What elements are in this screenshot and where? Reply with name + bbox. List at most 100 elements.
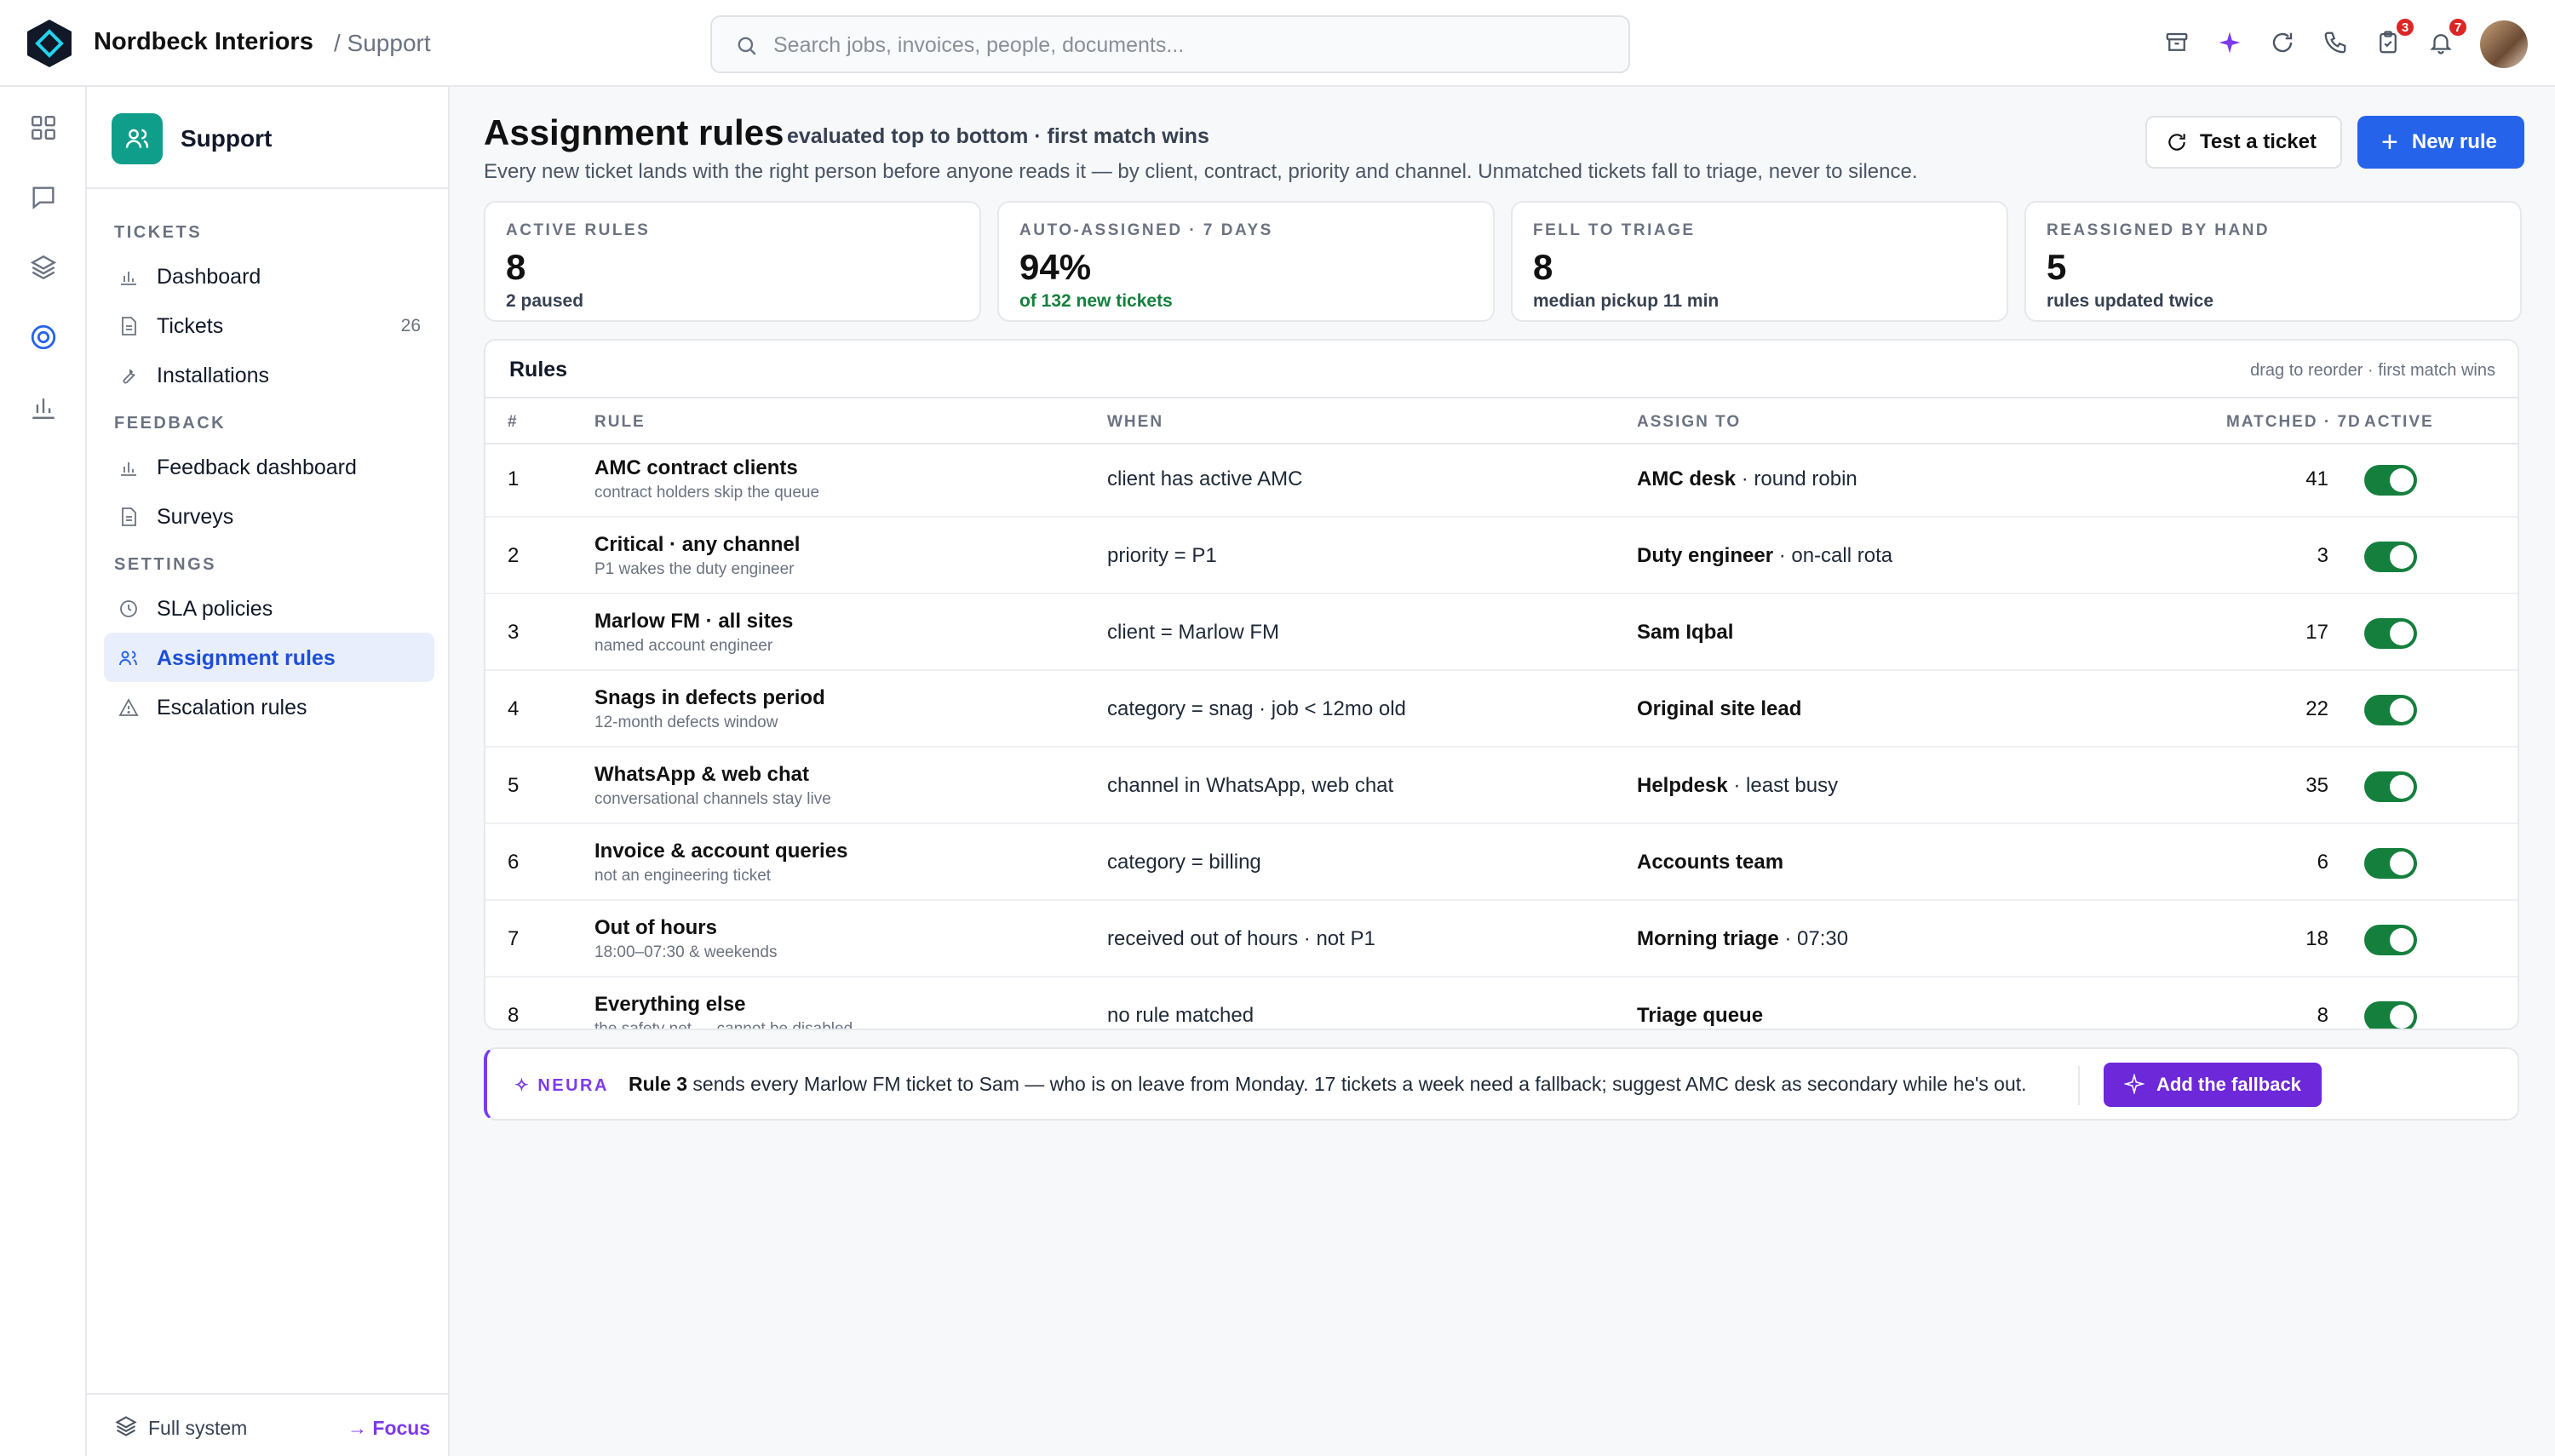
divider <box>2078 1066 2080 1105</box>
toggle-knob <box>2390 851 2414 875</box>
table-row[interactable]: 5 WhatsApp & web chat conversational chann… <box>485 751 2518 824</box>
stat-value: 94% <box>1019 247 1092 287</box>
phone-icon[interactable] <box>2318 26 2352 60</box>
analytics-icon[interactable] <box>26 390 60 424</box>
rule-active-toggle[interactable] <box>2364 925 2417 955</box>
rule-active-toggle[interactable] <box>2364 771 2417 802</box>
sidebar-item-assignment-rules[interactable]: Assignment rules <box>104 633 434 682</box>
rule-number: 6 <box>508 851 520 874</box>
assignee-mode: · round robin <box>1736 467 1857 490</box>
stat-card-fell-to-triage: FELL TO TRIAGE 8 median pickup 11 min <box>1511 201 2008 322</box>
brand-name[interactable]: Nordbeck Interiors <box>94 28 313 55</box>
stat-note: median pickup 11 min <box>1533 291 1720 311</box>
rule-name[interactable]: Critical · any channel <box>594 533 801 556</box>
assignee-name: Accounts team <box>1637 851 1784 874</box>
assignee-name: Helpdesk <box>1637 774 1728 797</box>
stat-card-auto-assigned: AUTO-ASSIGNED · 7 DAYS 94% of 132 new ti… <box>997 201 1495 322</box>
focus-link[interactable]: → Focus <box>347 1417 431 1439</box>
breadcrumb[interactable]: / Support <box>334 30 431 56</box>
sidebar-header: Support <box>87 87 448 189</box>
sidebar-item-installations[interactable]: Installations <box>104 350 434 399</box>
table-row[interactable]: 3 Marlow FM · all sites named account engi… <box>485 598 2518 671</box>
assignee-name: Morning triage <box>1637 927 1779 950</box>
rule-active-toggle[interactable] <box>2364 848 2417 879</box>
grid-apps-icon[interactable] <box>26 111 60 145</box>
rule-number: 8 <box>508 1004 520 1027</box>
layers-icon[interactable] <box>26 250 60 284</box>
neura-rule-ref[interactable]: Rule 3 <box>629 1073 688 1095</box>
stat-label: AUTO-ASSIGNED · 7 DAYS <box>1019 221 1273 239</box>
rule-description: 18:00–07:30 & weekends <box>594 943 778 961</box>
section-sidebar: Support TICKETS Dashboard Tickets 26 Ins… <box>87 87 450 1456</box>
support-lifebuoy-icon[interactable] <box>26 320 60 354</box>
toggle-knob <box>2390 1005 2414 1029</box>
sidebar-item-tickets[interactable]: Tickets 26 <box>104 301 434 350</box>
rule-matched-count: 18 <box>2305 927 2328 950</box>
rule-number: 1 <box>508 467 520 490</box>
rule-active-toggle[interactable] <box>2364 695 2417 725</box>
sidebar-item-label: Surveys <box>157 505 234 529</box>
rule-number: 5 <box>508 774 520 797</box>
table-row[interactable]: 1 AMC contract clients contract holders sk… <box>485 444 2518 518</box>
archive-icon[interactable] <box>2160 26 2194 60</box>
rule-matched-count: 3 <box>2317 544 2328 567</box>
clock-icon <box>118 598 140 620</box>
rule-assignee: Triage queue <box>1637 1004 1763 1028</box>
sidebar-item-feedback-dashboard[interactable]: Feedback dashboard <box>104 442 434 491</box>
rule-condition: category = snag · job < 12mo old <box>1107 697 1406 720</box>
sparkle-icon <box>2124 1074 2144 1094</box>
table-row[interactable]: 4 Snags in defects period 12-month defects… <box>485 674 2518 748</box>
table-row[interactable]: 8 Everything else the safety net — cannot … <box>485 981 2518 1030</box>
full-system-link[interactable]: Full system <box>148 1417 248 1439</box>
test-ticket-button[interactable]: Test a ticket <box>2145 116 2342 169</box>
section-label-settings: SETTINGS <box>114 555 217 574</box>
search-icon <box>738 37 756 55</box>
new-rule-button[interactable]: + New rule <box>2357 116 2524 169</box>
sidebar-item-escalation-rules[interactable]: Escalation rules <box>104 682 434 731</box>
rule-condition: client has active AMC <box>1107 467 1303 490</box>
rule-name[interactable]: Everything else <box>594 993 746 1016</box>
sparkle-ai-icon[interactable] <box>2213 26 2247 60</box>
company-logo-icon[interactable] <box>26 18 73 69</box>
stat-value: 8 <box>1533 247 1553 287</box>
chat-icon[interactable] <box>26 181 60 215</box>
rule-active-toggle[interactable] <box>2364 1001 2417 1029</box>
refresh-icon[interactable] <box>2265 26 2300 60</box>
rule-name[interactable]: Invoice & account queries <box>594 840 848 863</box>
rule-matched-count: 22 <box>2305 697 2328 720</box>
rule-number: 4 <box>508 697 520 720</box>
search-input[interactable] <box>773 27 1608 63</box>
column-header-num: # <box>508 413 519 431</box>
add-fallback-button[interactable]: Add the fallback <box>2104 1063 2322 1107</box>
rule-active-toggle[interactable] <box>2364 618 2417 649</box>
rule-name[interactable]: Marlow FM · all sites <box>594 610 794 633</box>
sidebar-item-label: Escalation rules <box>157 696 307 719</box>
section-label-tickets: TICKETS <box>114 223 203 242</box>
sidebar-item-surveys[interactable]: Surveys <box>104 491 434 541</box>
rule-active-toggle[interactable] <box>2364 465 2417 496</box>
sidebar-item-dashboard[interactable]: Dashboard <box>104 251 434 301</box>
rule-name[interactable]: AMC contract clients <box>594 456 798 479</box>
table-row[interactable]: 6 Invoice & account queries not an enginee… <box>485 828 2518 901</box>
rules-table-card: Rules drag to reorder · first match wins… <box>484 339 2519 1030</box>
rule-active-toggle[interactable] <box>2364 542 2417 572</box>
rule-name[interactable]: Snags in defects period <box>594 686 825 709</box>
tasks-icon[interactable]: 3 <box>2371 17 2415 60</box>
stat-note: of 132 new tickets <box>1019 291 1173 311</box>
rule-description: the safety net — cannot be disabled <box>594 1020 853 1030</box>
table-row[interactable]: 7 Out of hours 18:00–07:30 & weekends recei… <box>485 904 2518 977</box>
rule-name[interactable]: Out of hours <box>594 916 717 939</box>
rule-condition: channel in WhatsApp, web chat <box>1107 774 1394 797</box>
rule-description: P1 wakes the duty engineer <box>594 560 795 578</box>
notifications-badge: 7 <box>2448 17 2468 37</box>
table-row[interactable]: 2 Critical · any channel P1 wakes the duty… <box>485 521 2518 594</box>
rules-card-hint: drag to reorder · first match wins <box>2250 361 2495 380</box>
rule-condition: received out of hours · not P1 <box>1107 927 1375 950</box>
user-avatar[interactable] <box>2480 20 2528 68</box>
global-search[interactable] <box>710 15 1630 73</box>
rule-assignee: Helpdesk · least busy <box>1637 774 1838 798</box>
assignee-name: AMC desk <box>1637 467 1737 490</box>
rule-name[interactable]: WhatsApp & web chat <box>594 763 810 786</box>
bell-icon[interactable]: 7 <box>2424 17 2468 60</box>
sidebar-item-sla-policies[interactable]: SLA policies <box>104 583 434 633</box>
